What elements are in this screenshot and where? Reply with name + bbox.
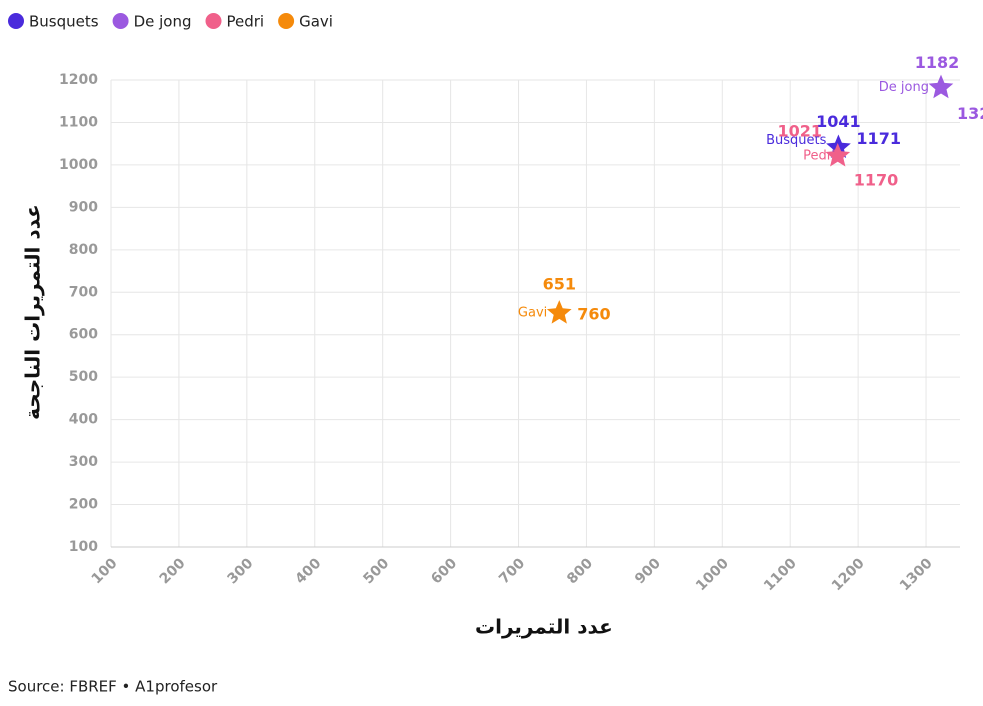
point xyxy=(825,143,851,167)
y-tick-label: 400 xyxy=(69,412,98,428)
point-name: Gavi xyxy=(518,306,547,321)
y-tick-label: 1100 xyxy=(59,114,98,130)
y-tick-label: 1000 xyxy=(59,157,98,173)
x-tick-label: 900 xyxy=(632,555,664,587)
legend-label: De jong xyxy=(134,13,192,31)
x-tick-label: 1200 xyxy=(829,555,868,594)
y-tick-label: 900 xyxy=(69,199,98,215)
y-tick-label: 500 xyxy=(69,369,98,385)
legend-label: Gavi xyxy=(299,13,333,31)
y-value-label: 1041 xyxy=(816,112,861,131)
y-tick-label: 800 xyxy=(69,242,98,258)
x-tick-label: 1100 xyxy=(761,555,800,594)
y-tick-label: 700 xyxy=(69,284,98,300)
legend-marker xyxy=(112,13,129,29)
point xyxy=(928,74,954,99)
y-value-label: 651 xyxy=(543,275,576,294)
x-value-label: 760 xyxy=(577,305,610,324)
x-value-label: 1322 xyxy=(957,104,983,123)
y-axis-title: عدد التمريرات الناجحة xyxy=(21,204,45,420)
x-tick-label: 100 xyxy=(89,555,121,587)
point-name: Pedri xyxy=(803,148,836,163)
x-axis-title: عدد التمريرات xyxy=(475,615,613,639)
x-tick-label: 400 xyxy=(292,555,324,587)
x-tick-label: 200 xyxy=(157,555,189,587)
x-tick-label: 1000 xyxy=(693,555,732,594)
x-value-label: 1170 xyxy=(854,170,899,189)
point xyxy=(546,300,572,324)
legend-marker xyxy=(8,13,24,29)
source: Source: FBREF • A1profesor xyxy=(8,678,218,696)
y-tick-label: 100 xyxy=(69,539,98,555)
y-value-label: 1182 xyxy=(915,53,960,72)
y-tick-label: 300 xyxy=(69,454,98,470)
x-tick-label: 1300 xyxy=(897,555,936,594)
legend-label: Pedri xyxy=(227,13,265,31)
x-value-label: 1171 xyxy=(856,129,901,148)
legend-label: Busquets xyxy=(29,13,99,31)
x-tick-label: 700 xyxy=(496,555,528,587)
x-tick-label: 600 xyxy=(428,555,460,587)
y-tick-label: 600 xyxy=(69,327,98,343)
x-tick-label: 800 xyxy=(564,555,596,587)
point-name: Busquets xyxy=(766,133,827,148)
y-value-label: 1021 xyxy=(777,121,822,140)
x-tick-label: 300 xyxy=(225,555,257,587)
x-tick-label: 500 xyxy=(360,555,392,587)
legend-marker xyxy=(278,13,295,29)
point-name: De jong xyxy=(879,80,929,95)
y-tick-label: 200 xyxy=(69,497,98,513)
legend-marker xyxy=(205,13,222,29)
y-tick-label: 1200 xyxy=(59,72,98,88)
